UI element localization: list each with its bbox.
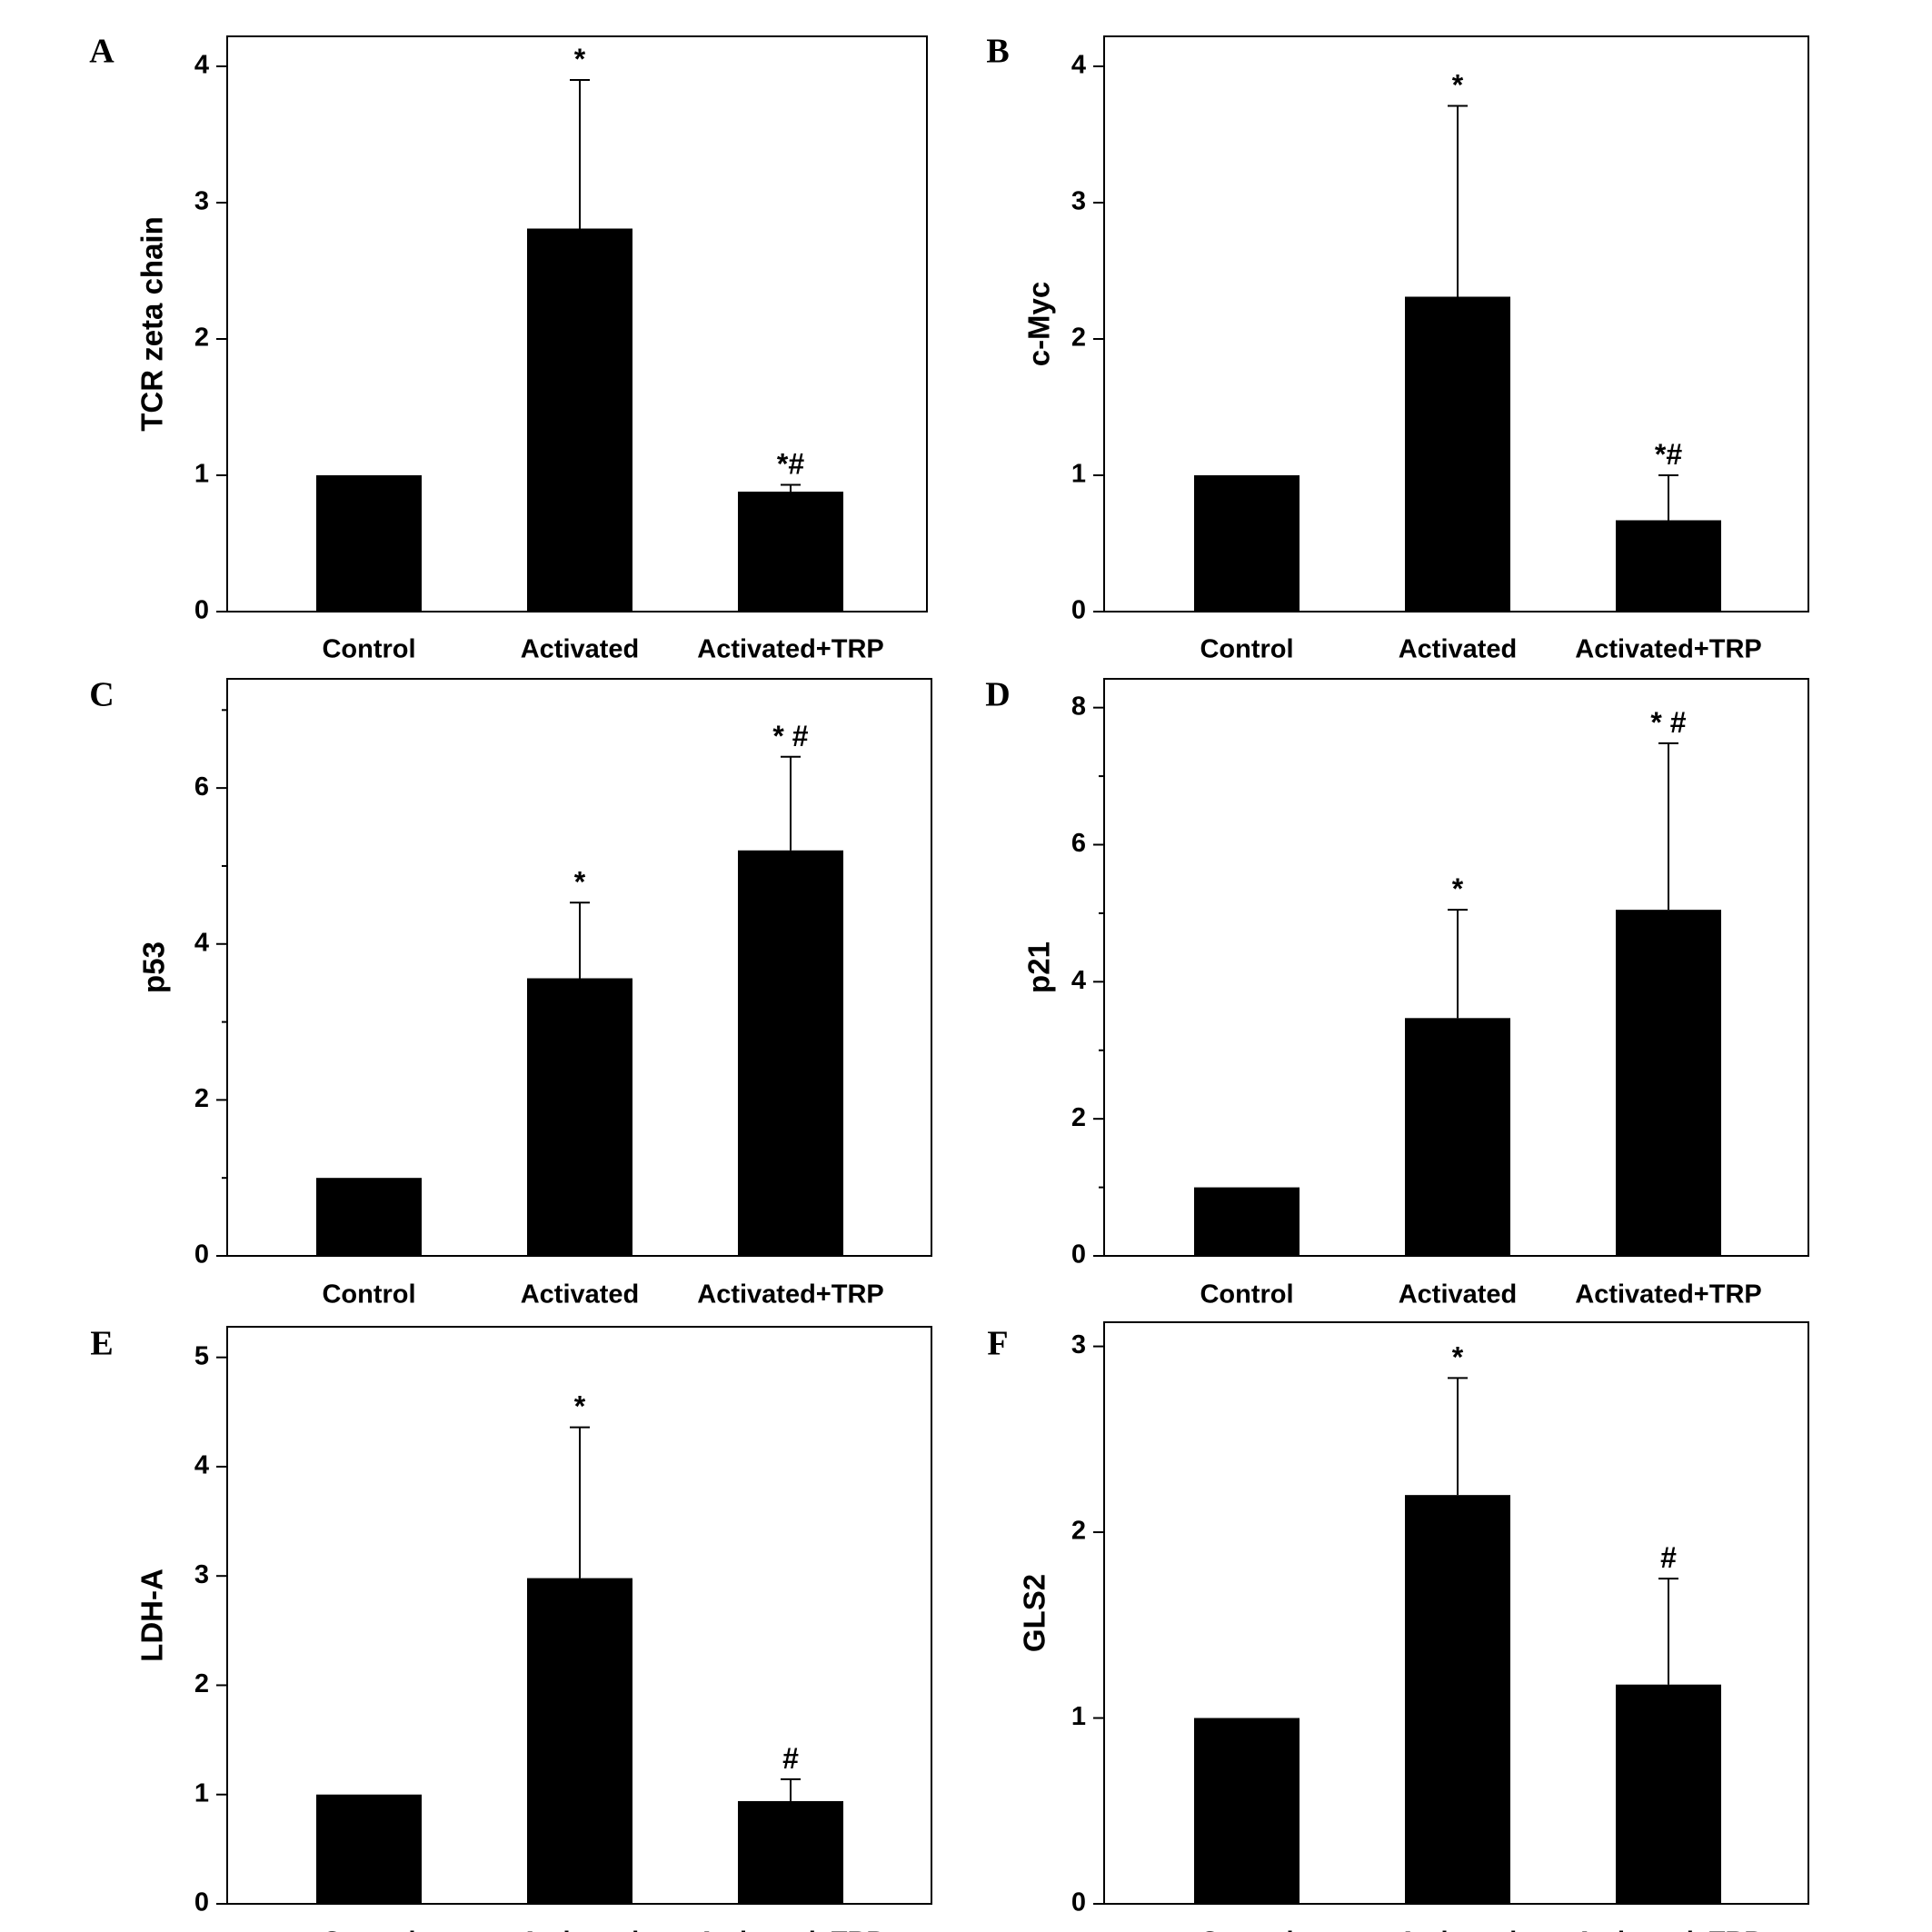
panel-b-category-label-0: Control (1200, 635, 1293, 664)
panel-b-category-label-2: Activated+TRP (1575, 635, 1761, 664)
panel-c-category-label-1: Activated (521, 1280, 640, 1310)
panel-b-y-tick-label: 0 (1071, 596, 1086, 625)
panel-d-significance-2: * # (1650, 706, 1686, 739)
panel-c-y-axis-title: p53 (137, 941, 171, 993)
panel-e-bar-2 (738, 1800, 843, 1904)
panel-d-significance-1: * (1452, 872, 1464, 905)
panel-b-y-tick-label: 1 (1071, 460, 1086, 489)
panel-b-bar-1 (1405, 296, 1510, 612)
panel-c-y-tick-label: 0 (194, 1240, 209, 1270)
panel-b-significance-2: *# (1655, 438, 1682, 471)
panel-e-category-label-2: Activated+TRP (697, 1927, 883, 1932)
panel-f-significance-2: # (1660, 1541, 1677, 1574)
panel-a-category-label-0: Control (322, 635, 415, 664)
panel-e-bar-1 (527, 1578, 632, 1904)
panel-a-category-label-1: Activated (521, 635, 640, 664)
panel-c-significance-1: * (574, 865, 586, 898)
panel-d-bar-1 (1405, 1018, 1510, 1256)
panel-a-y-tick-label: 0 (194, 596, 209, 625)
panel-b-bar-2 (1616, 520, 1721, 612)
panel-e-significance-2: # (782, 1742, 799, 1775)
panel-e-y-tick-label: 3 (194, 1560, 209, 1589)
panel-f-bar-2 (1616, 1684, 1721, 1904)
panel-b-y-axis-title: c-Myc (1022, 282, 1056, 367)
panel-f-category-label-2: Activated+TRP (1575, 1927, 1761, 1932)
panel-a-bar-1 (527, 228, 632, 612)
panel-d-letter: D (985, 676, 1010, 714)
panel-a-category-label-2: Activated+TRP (697, 635, 883, 664)
panel-a-bar-2 (738, 492, 843, 612)
panel-d-y-tick-label: 8 (1071, 692, 1086, 721)
panel-d-y-axis-title: p21 (1022, 941, 1056, 993)
panel-e-y-tick-label: 4 (194, 1451, 209, 1480)
panel-c-bar-2 (738, 850, 843, 1256)
panel-e-category-label-1: Activated (521, 1927, 640, 1932)
panel-f-y-tick-label: 2 (1071, 1517, 1086, 1546)
panel-d-bar-2 (1616, 910, 1721, 1256)
panel-f-significance-1: * (1452, 1340, 1464, 1373)
panel-e-y-tick-label: 1 (194, 1778, 209, 1808)
panel-c-category-label-2: Activated+TRP (697, 1280, 883, 1310)
panel-d-y-tick-label: 6 (1071, 829, 1086, 858)
panel-b-y-tick-label: 4 (1071, 51, 1086, 80)
panel-e-y-tick-label: 5 (194, 1341, 209, 1370)
panel-c-category-label-0: Control (322, 1280, 415, 1310)
panel-f-y-tick-label: 0 (1071, 1888, 1086, 1917)
panel-f-letter: F (987, 1325, 1008, 1363)
panel-a-y-tick-label: 4 (194, 51, 209, 80)
panel-a-y-axis-title: TCR zeta chain (135, 216, 169, 432)
panel-b-letter: B (986, 33, 1009, 71)
panel-a-significance-1: * (574, 43, 586, 75)
panel-e-y-axis-title: LDH-A (135, 1569, 169, 1662)
panel-c-bar-1 (527, 978, 632, 1256)
panel-f-category-label-0: Control (1200, 1927, 1293, 1932)
panel-b-category-label-1: Activated (1399, 635, 1518, 664)
panel-a-letter: A (89, 33, 115, 71)
panel-f-y-tick-label: 1 (1071, 1702, 1086, 1731)
panel-d-y-tick-label: 2 (1071, 1103, 1086, 1132)
panel-e-significance-1: * (574, 1390, 586, 1423)
panel-a-y-tick-label: 3 (194, 187, 209, 216)
panel-c-y-tick-label: 2 (194, 1084, 209, 1113)
panel-d-y-tick-label: 0 (1071, 1240, 1086, 1270)
panel-a-bar-0 (316, 475, 422, 612)
panel-c-significance-2: * # (772, 720, 808, 752)
panel-c-y-tick-label: 6 (194, 772, 209, 802)
panel-c-y-tick-label: 4 (194, 928, 209, 957)
panel-b-y-tick-label: 2 (1071, 324, 1086, 353)
panel-f-bar-0 (1194, 1718, 1300, 1904)
panel-d-y-tick-label: 4 (1071, 966, 1086, 995)
panel-a-y-tick-label: 1 (194, 460, 209, 489)
panel-e-y-tick-label: 0 (194, 1888, 209, 1917)
panel-e-letter: E (90, 1325, 113, 1363)
panel-f-y-tick-label: 3 (1071, 1330, 1086, 1359)
panel-e-y-tick-label: 2 (194, 1669, 209, 1698)
panel-e-bar-0 (316, 1794, 422, 1904)
panel-d-category-label-2: Activated+TRP (1575, 1280, 1761, 1310)
panel-f-category-label-1: Activated (1399, 1927, 1518, 1932)
panel-f-bar-1 (1405, 1495, 1510, 1904)
panel-c-letter: C (89, 676, 114, 714)
panel-b-y-tick-label: 3 (1071, 187, 1086, 216)
panel-a-significance-2: *# (777, 448, 804, 481)
panel-a-y-tick-label: 2 (194, 324, 209, 353)
panel-e-category-label-0: Control (322, 1927, 415, 1932)
panel-b-significance-1: * (1452, 69, 1464, 102)
panel-f-y-axis-title: GLS2 (1018, 1574, 1051, 1652)
panel-d-bar-0 (1194, 1187, 1300, 1256)
panel-d-category-label-0: Control (1200, 1280, 1293, 1310)
panel-b-bar-0 (1194, 475, 1300, 612)
panel-d-category-label-1: Activated (1399, 1280, 1518, 1310)
panel-c-bar-0 (316, 1178, 422, 1256)
